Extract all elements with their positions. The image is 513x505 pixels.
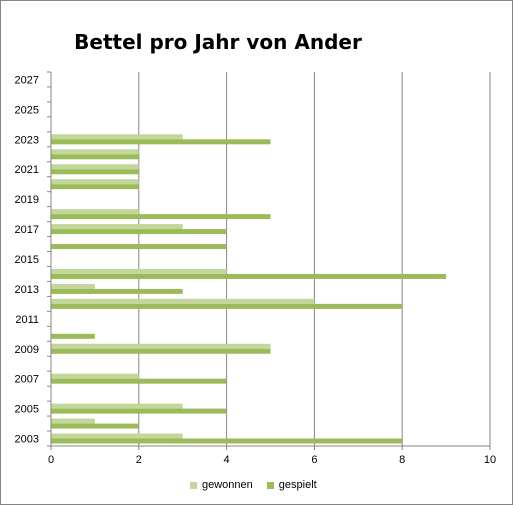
bar-gewonnen-2009 [51,343,271,349]
bar-gewonnen-2012 [51,298,315,304]
bar-gewonnen-2005 [51,403,183,409]
bar-gewonnen-2021 [51,164,139,170]
y-tick-label: 2027 [15,74,39,86]
bar-gespielt-2003 [51,438,403,444]
bar-gespielt-2020 [51,184,139,190]
y-tick-label: 2005 [15,404,39,416]
y-tick-label: 2017 [15,224,39,236]
bar-gewonnen-2022 [51,149,139,155]
bar-gewonnen-2013 [51,283,95,289]
bar-gespielt-2014 [51,273,447,279]
y-tick-label: 2023 [15,134,39,146]
y-tick-label: 2007 [15,374,39,386]
bar-gespielt-2021 [51,169,139,175]
bar-gewonnen-2003 [51,433,183,439]
y-tick-label: 2003 [15,434,39,446]
x-tick-label: 4 [224,454,230,466]
bar-gewonnen-2020 [51,179,139,185]
legend-label-gespielt: gespielt [278,479,317,491]
x-tick-label: 6 [311,454,317,466]
y-tick-label: 2011 [15,314,39,326]
legend-label-gewonnen: gewonnen [202,479,253,491]
chart-title: Bettel pro Jahr von Ander [74,30,362,54]
bar-gespielt-2018 [51,214,271,220]
bar-gespielt-2012 [51,303,403,309]
y-tick-label: 2009 [15,344,39,356]
bar-gewonnen-2014 [51,268,227,274]
legend: gewonnen gespielt [190,479,331,491]
x-tick-label: 0 [48,454,54,466]
bar-gewonnen-2004 [51,418,95,424]
bar-gespielt-2007 [51,378,227,384]
y-tick-label: 2025 [15,104,39,116]
y-tick-label: 2013 [15,284,39,296]
bar-gespielt-2017 [51,229,227,235]
y-tick-label: 2021 [15,164,39,176]
bar-gespielt-2016 [51,244,227,250]
bar-gespielt-2010 [51,333,95,339]
bar-gespielt-2004 [51,423,139,429]
bar-gespielt-2023 [51,139,271,145]
x-tick-label: 8 [399,454,405,466]
bar-gespielt-2005 [51,408,227,414]
bar-gewonnen-2018 [51,209,139,215]
legend-item-gespielt: gespielt [266,479,317,491]
bar-gewonnen-2023 [51,134,183,140]
y-tick-label: 2019 [15,194,39,206]
legend-swatch-gespielt [266,481,274,489]
legend-item-gewonnen: gewonnen [190,479,253,491]
bar-gespielt-2013 [51,288,183,294]
x-tick-label: 2 [136,454,142,466]
bar-gespielt-2009 [51,348,271,354]
bar-gewonnen-2007 [51,373,139,379]
x-tick-label: 10 [484,454,496,466]
legend-swatch-gewonnen [190,481,197,489]
y-tick-label: 2015 [15,254,39,266]
bar-gewonnen-2017 [51,224,183,230]
bar-gespielt-2022 [51,154,139,160]
